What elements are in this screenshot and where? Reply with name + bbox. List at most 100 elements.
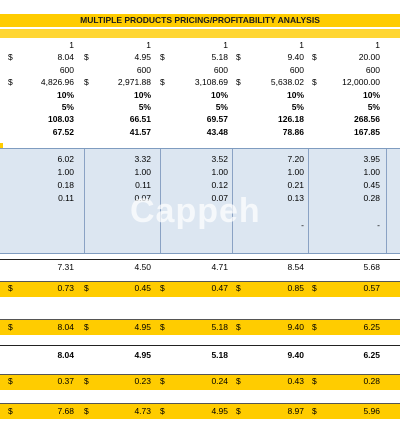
table-cell: 6.25 bbox=[363, 322, 380, 332]
table-row: 1.00 1.00 1.00 1.00 1.00 bbox=[0, 167, 400, 178]
table-row: 67.52 41.57 43.48 78.86 167.85 bbox=[0, 127, 400, 138]
table-cell: 1 bbox=[375, 40, 380, 50]
currency-symbol: $ bbox=[312, 406, 317, 416]
table-row: 1 1 1 1 1 bbox=[0, 40, 400, 51]
table-cell: 5.68 bbox=[363, 262, 380, 272]
table-cell: 108.03 bbox=[48, 114, 74, 124]
currency-symbol: $ bbox=[84, 52, 89, 62]
currency-symbol: $ bbox=[160, 406, 165, 416]
table-cell: 0.73 bbox=[57, 283, 74, 293]
table-cell: 600 bbox=[289, 65, 304, 75]
currency-symbol: $ bbox=[236, 322, 241, 332]
table-cell: 126.18 bbox=[278, 114, 304, 124]
table-row: -- bbox=[0, 220, 400, 231]
currency-symbol: $ bbox=[8, 406, 13, 416]
table-row: $8.04 $4.95 $5.18 $9.40 $6.25 bbox=[0, 322, 400, 333]
table-cell: 66.51 bbox=[129, 114, 151, 124]
table-cell: 6.25 bbox=[363, 350, 380, 360]
table-cell: 0.18 bbox=[57, 180, 74, 190]
table-cell: 1.00 bbox=[287, 167, 304, 177]
table-cell: 3.32 bbox=[134, 154, 151, 164]
table-cell: 0.11 bbox=[58, 193, 74, 203]
table-row: 600 600 600 600 600 bbox=[0, 65, 400, 76]
currency-symbol: $ bbox=[312, 77, 317, 87]
currency-symbol: $ bbox=[84, 77, 89, 87]
currency-symbol: $ bbox=[84, 283, 89, 293]
table-cell: 1 bbox=[223, 40, 228, 50]
tax-row bbox=[0, 374, 400, 390]
table-cell: 67.52 bbox=[52, 127, 74, 137]
table-cell: 8.04 bbox=[57, 350, 74, 360]
table-row: 7.31 4.50 4.71 8.54 5.68 bbox=[0, 262, 400, 273]
table-cell: 167.85 bbox=[354, 127, 380, 137]
table-cell: 1.00 bbox=[134, 167, 151, 177]
currency-symbol: $ bbox=[312, 322, 317, 332]
currency-symbol: $ bbox=[236, 283, 241, 293]
table-row: $0.73 $0.45 $0.47 $0.85 $0.57 bbox=[0, 283, 400, 294]
table-cell: 0.24 bbox=[211, 376, 228, 386]
table-cell: 1.00 bbox=[363, 167, 380, 177]
cost-breakdown-block bbox=[0, 148, 400, 254]
table-cell: 600 bbox=[136, 65, 151, 75]
table-cell: 0.45 bbox=[363, 180, 380, 190]
currency-symbol: $ bbox=[8, 322, 13, 332]
currency-symbol: $ bbox=[8, 283, 13, 293]
table-cell: 0.11 bbox=[135, 180, 151, 190]
table-cell: 7.31 bbox=[57, 262, 74, 272]
table-cell: 0.85 bbox=[287, 283, 304, 293]
table-cell: 9.40 bbox=[287, 350, 304, 360]
table-cell: 3.95 bbox=[363, 154, 380, 164]
table-cell: 5% bbox=[291, 102, 304, 112]
table-cell: 0.12 bbox=[211, 180, 228, 190]
currency-symbol: $ bbox=[312, 52, 317, 62]
table-cell: 0.57 bbox=[363, 283, 380, 293]
currency-symbol: $ bbox=[84, 322, 89, 332]
markup-row bbox=[0, 281, 400, 297]
currency-symbol: $ bbox=[236, 52, 241, 62]
header-strip bbox=[0, 29, 400, 38]
table-cell: 9.40 bbox=[287, 52, 304, 62]
table-cell: 5% bbox=[215, 102, 228, 112]
table-cell: 0.21 bbox=[287, 180, 304, 190]
table-cell: 8.04 bbox=[57, 322, 74, 332]
table-cell: 4.95 bbox=[134, 322, 151, 332]
table-row: $7.68 $4.73 $4.95 $8.97 $5.96 bbox=[0, 406, 400, 417]
table-cell: 43.48 bbox=[206, 127, 228, 137]
table-cell: 41.57 bbox=[129, 127, 151, 137]
table-cell: 7.20 bbox=[287, 154, 304, 164]
table-cell: 5,638.02 bbox=[270, 77, 304, 87]
table-cell: 2,971.88 bbox=[117, 77, 151, 87]
table-row: $0.37 $0.23 $0.24 $0.43 $0.28 bbox=[0, 376, 400, 387]
table-cell: - bbox=[301, 220, 304, 230]
table-cell: 8.54 bbox=[287, 262, 304, 272]
table-row: 6.02 3.32 3.52 7.20 3.95 bbox=[0, 154, 400, 165]
currency-symbol: $ bbox=[160, 77, 165, 87]
divider-line bbox=[0, 345, 400, 346]
table-cell: 1.00 bbox=[211, 167, 228, 177]
table-cell: 78.86 bbox=[282, 127, 304, 137]
table-cell: 12,000.00 bbox=[342, 77, 380, 87]
currency-symbol: $ bbox=[160, 376, 165, 386]
table-cell: 0.47 bbox=[211, 283, 228, 293]
table-cell: 10% bbox=[56, 90, 74, 100]
table-cell: 5.18 bbox=[211, 52, 228, 62]
divider-line bbox=[0, 259, 400, 260]
table-cell: 268.56 bbox=[354, 114, 380, 124]
table-cell: 4.95 bbox=[211, 406, 228, 416]
sheet-title: MULTIPLE PRODUCTS PRICING/PROFITABILITY … bbox=[0, 14, 400, 27]
table-cell: 4.50 bbox=[134, 262, 151, 272]
table-cell: 600 bbox=[213, 65, 228, 75]
currency-symbol: $ bbox=[312, 376, 317, 386]
table-cell: 1.00 bbox=[57, 167, 74, 177]
table-cell: 4.95 bbox=[134, 350, 151, 360]
table-row: $8.04 $4.95 $5.18 $9.40 $20.00 bbox=[0, 52, 400, 63]
currency-symbol: $ bbox=[236, 406, 241, 416]
currency-symbol: $ bbox=[84, 406, 89, 416]
table-cell: 1 bbox=[146, 40, 151, 50]
table-cell: 10% bbox=[210, 90, 228, 100]
table-cell: 600 bbox=[59, 65, 74, 75]
table-row: 5% 5% 5% 5% 5% bbox=[0, 102, 400, 113]
currency-symbol: $ bbox=[236, 77, 241, 87]
table-row: 108.03 66.51 69.57 126.18 268.56 bbox=[0, 114, 400, 125]
table-cell: 0.28 bbox=[363, 193, 380, 203]
